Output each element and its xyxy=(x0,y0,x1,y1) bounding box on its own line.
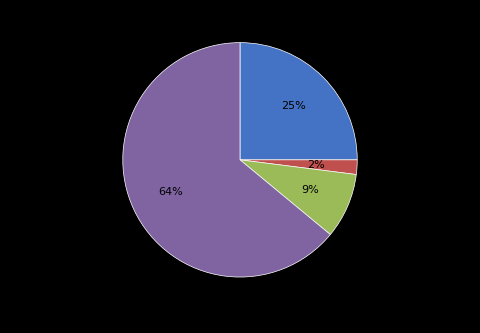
Wedge shape xyxy=(240,43,357,160)
Text: 9%: 9% xyxy=(301,185,319,195)
Text: 2%: 2% xyxy=(307,160,325,169)
Wedge shape xyxy=(240,160,357,174)
Wedge shape xyxy=(123,43,330,277)
Text: 64%: 64% xyxy=(159,187,183,197)
Text: 25%: 25% xyxy=(281,101,306,111)
Wedge shape xyxy=(240,160,356,234)
